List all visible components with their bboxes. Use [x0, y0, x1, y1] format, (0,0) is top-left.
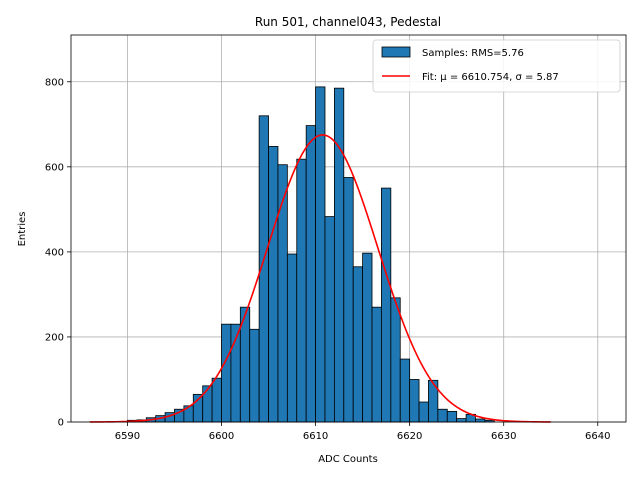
x-tick-label: 6590 [115, 431, 140, 442]
histogram-bar [352, 266, 364, 423]
histogram-bars [117, 86, 495, 423]
chart-title: Run 501, channel043, Pedestal [255, 15, 441, 29]
y-tick-label: 200 [45, 332, 64, 343]
x-axis-label: ADC Counts [318, 454, 378, 465]
legend-box [372, 39, 621, 93]
y-tick-label: 600 [45, 162, 64, 173]
histogram-bar [475, 418, 486, 423]
histogram-bar [333, 87, 345, 423]
plot-frame [70, 34, 627, 423]
x-tick-label: 6610 [303, 431, 328, 442]
y-tick-label: 800 [45, 77, 64, 88]
legend: Samples: RMS=5.76 Fit: μ = 6610.754, σ =… [372, 39, 621, 93]
histogram-bar [202, 385, 213, 423]
y-tick-label: 400 [45, 247, 64, 258]
histogram-bar [249, 328, 260, 423]
histogram-bar [418, 401, 429, 423]
histogram-bar [456, 418, 467, 423]
histogram-bar [390, 297, 401, 423]
histogram-bar [371, 306, 382, 423]
histogram-bar [437, 408, 448, 423]
histogram-bar [362, 252, 373, 423]
x-tick-label: 6620 [397, 431, 422, 442]
x-axis-ticks: 6590 6600 6610 6620 6630 6640 [115, 422, 611, 442]
histogram-bar [381, 187, 392, 423]
histogram-bar [399, 358, 411, 423]
x-tick-label: 6640 [585, 431, 610, 442]
y-tick-label: 0 [58, 418, 64, 429]
y-axis-ticks: 0 200 400 600 800 [45, 77, 71, 429]
legend-swatch-samples [381, 46, 411, 58]
histogram-bar [296, 158, 307, 423]
histogram-bar [343, 177, 354, 423]
legend-label-samples: Samples: RMS=5.76 [422, 48, 524, 59]
legend-label-fit: Fit: μ = 6610.754, σ = 5.87 [422, 72, 559, 83]
histogram-bar [221, 323, 232, 423]
histogram-bar [268, 146, 279, 423]
x-tick-label: 6600 [209, 431, 234, 442]
histogram-bar [409, 379, 420, 423]
histogram-bar [211, 377, 222, 423]
histogram-bar [305, 125, 316, 423]
fit-curve [89, 134, 551, 423]
histogram-bar [324, 216, 335, 423]
y-axis-label: Entries [17, 212, 28, 247]
histogram-bar [286, 253, 298, 423]
histogram-bar [446, 410, 458, 423]
x-tick-label: 6630 [491, 431, 516, 442]
